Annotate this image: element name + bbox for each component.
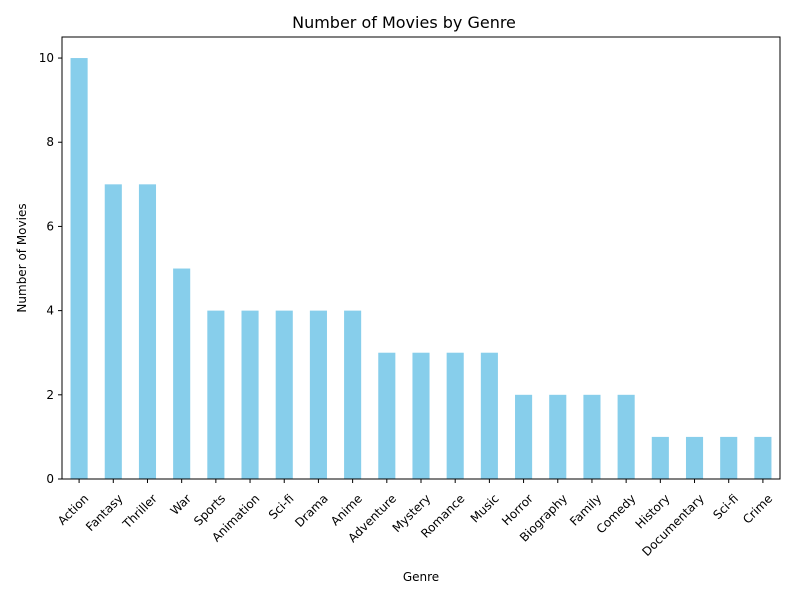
bar-2 <box>138 184 157 480</box>
y-axis-label: Number of Movies <box>15 203 29 312</box>
x-tick-label-2: Thriller <box>119 491 159 531</box>
x-tick-label-19: Sci-fi <box>710 491 741 522</box>
y-tick-label-4: 8 <box>46 135 54 149</box>
x-axis-label: Genre <box>403 570 439 584</box>
bar-12 <box>480 352 498 479</box>
bar-16 <box>617 394 635 479</box>
y-axis-ticks: 0 2 4 6 8 10 <box>39 51 62 486</box>
bars-group <box>70 58 772 480</box>
bar-17 <box>651 436 669 479</box>
y-tick-label-0: 0 <box>46 472 54 486</box>
bar-14 <box>549 394 567 479</box>
chart-title: Number of Movies by Genre <box>292 13 516 32</box>
x-tick-label-20: Crime <box>740 491 775 526</box>
bar-20 <box>754 436 772 479</box>
bar-11 <box>446 352 464 479</box>
bar-1 <box>104 184 122 480</box>
y-tick-label-2: 4 <box>46 304 54 318</box>
bar-9 <box>378 352 396 479</box>
x-tick-label-3: War <box>168 491 194 517</box>
bar-4 <box>207 310 225 479</box>
bar-18 <box>685 436 704 479</box>
y-tick-label-3: 6 <box>46 219 54 233</box>
x-tick-label-1: Fantasy <box>83 491 126 534</box>
bar-3 <box>173 268 191 479</box>
bar-10 <box>412 352 430 479</box>
bar-6 <box>275 310 293 479</box>
bar-19 <box>720 436 738 479</box>
plot-frame <box>61 36 781 480</box>
bar-7 <box>309 310 327 479</box>
bar-5 <box>241 310 259 479</box>
bar-15 <box>583 394 601 479</box>
bar-8 <box>344 310 362 479</box>
bar-13 <box>515 394 533 479</box>
y-tick-label-5: 10 <box>39 51 54 65</box>
x-tick-label-7: Drama <box>292 491 331 530</box>
x-tick-label-12: Music <box>468 491 502 525</box>
bar-0 <box>70 58 88 480</box>
x-tick-label-18: Documentary <box>639 491 707 559</box>
x-tick-label-6: Sci-fi <box>266 491 297 522</box>
y-tick-label-1: 2 <box>46 388 54 402</box>
